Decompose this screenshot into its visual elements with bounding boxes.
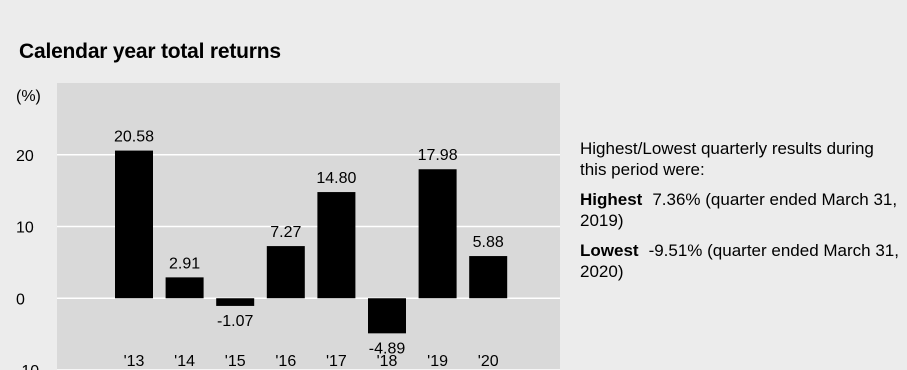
bar <box>469 256 508 299</box>
x-tick-label: '15 <box>225 353 246 370</box>
data-label: 17.98 <box>418 147 458 164</box>
data-label: 20.58 <box>114 129 154 146</box>
data-label: 5.88 <box>473 234 504 251</box>
bar <box>266 246 305 299</box>
y-tick-label: 0 <box>16 291 25 308</box>
x-tick-label: '13 <box>124 353 145 370</box>
highest-label: Highest <box>580 190 643 209</box>
highest-result: Highest 7.36% (quarter ended March 31, 20… <box>580 189 900 231</box>
data-label: -1.07 <box>217 313 254 330</box>
bar <box>418 169 457 299</box>
lowest-value: -9.51% (quarter ended March 31, 2020) <box>580 241 899 281</box>
x-tick-label: '19 <box>427 353 448 370</box>
y-axis-label: (%) <box>16 88 41 105</box>
x-tick-label: '14 <box>174 353 195 370</box>
data-label: 14.80 <box>316 170 356 187</box>
bar <box>165 277 204 299</box>
x-tick-label: '18 <box>377 353 398 370</box>
x-tick-label: '16 <box>275 353 296 370</box>
bar <box>216 298 255 306</box>
x-tick-label: '17 <box>326 353 347 370</box>
y-tick-label: 10 <box>16 220 34 237</box>
bar <box>115 150 153 299</box>
data-label: -4.89 <box>369 340 406 357</box>
quarterly-results-intro: Highest/Lowest quarterly results during … <box>580 139 874 179</box>
bar <box>368 298 406 334</box>
y-tick-label: -10 <box>16 363 39 370</box>
x-tick-label: '20 <box>478 353 499 370</box>
y-tick-label: 20 <box>16 148 34 165</box>
quarterly-results-note: Highest/Lowest quarterly results during … <box>580 138 900 291</box>
lowest-label: Lowest <box>580 241 639 260</box>
data-label: 2.91 <box>169 255 200 272</box>
chart-title: Calendar year total returns <box>19 40 281 63</box>
lowest-result: Lowest -9.51% (quarter ended March 31, 20… <box>580 240 900 282</box>
highest-value: 7.36% (quarter ended March 31, 2019) <box>580 190 898 230</box>
data-label: 7.27 <box>270 224 301 241</box>
bar <box>317 192 356 299</box>
